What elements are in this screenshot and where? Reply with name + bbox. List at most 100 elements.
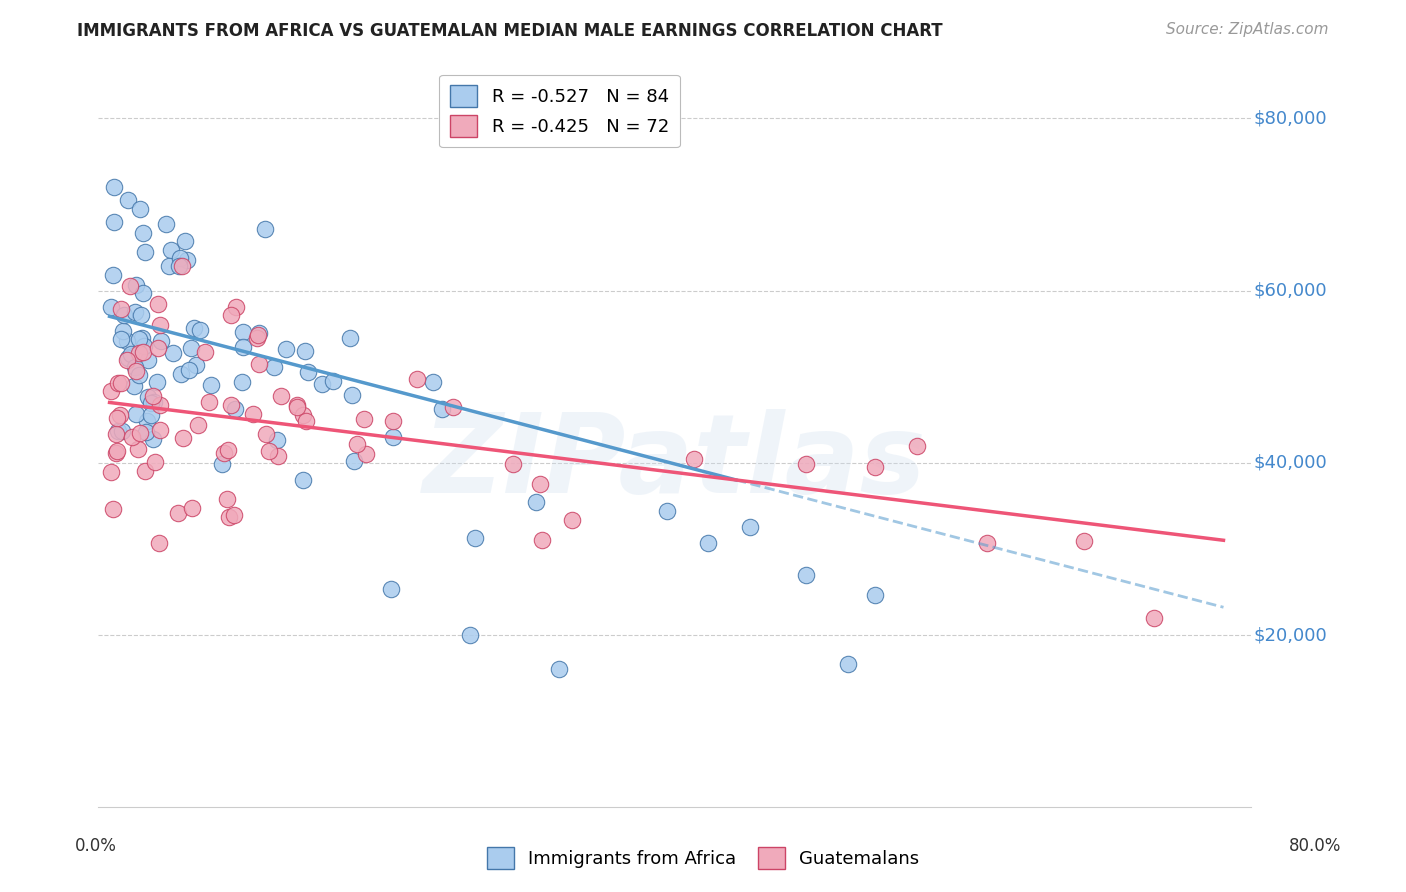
Point bbox=[655, 504, 678, 518]
Point bbox=[149, 334, 172, 349]
Point bbox=[117, 351, 139, 365]
Point bbox=[100, 384, 122, 398]
Point bbox=[146, 297, 169, 311]
Point bbox=[139, 408, 162, 422]
Point bbox=[340, 388, 363, 402]
Point bbox=[124, 359, 146, 374]
Point bbox=[103, 214, 125, 228]
Point bbox=[136, 414, 159, 428]
Point bbox=[148, 535, 170, 549]
Point bbox=[224, 402, 246, 417]
Text: $80,000: $80,000 bbox=[1254, 109, 1327, 128]
Point bbox=[561, 513, 583, 527]
Point bbox=[134, 245, 156, 260]
Point bbox=[105, 444, 128, 458]
Point bbox=[110, 332, 132, 346]
Point bbox=[112, 308, 135, 322]
Point bbox=[346, 436, 368, 450]
Point bbox=[683, 451, 706, 466]
Point bbox=[219, 398, 242, 412]
Point bbox=[104, 426, 127, 441]
Point bbox=[100, 300, 122, 314]
Point bbox=[218, 442, 240, 457]
Point bbox=[218, 510, 240, 524]
Point bbox=[311, 377, 333, 392]
Point bbox=[173, 234, 195, 248]
Point bbox=[115, 334, 138, 349]
Point bbox=[794, 457, 817, 471]
Point bbox=[142, 433, 165, 447]
Point bbox=[172, 430, 194, 444]
Text: $60,000: $60,000 bbox=[1254, 282, 1327, 300]
Point bbox=[276, 343, 298, 357]
Point bbox=[343, 453, 366, 467]
Point bbox=[132, 339, 155, 353]
Point bbox=[177, 363, 200, 377]
Point bbox=[266, 433, 288, 447]
Point bbox=[104, 446, 127, 460]
Point bbox=[136, 391, 159, 405]
Point bbox=[464, 532, 486, 546]
Point bbox=[180, 341, 202, 355]
Point bbox=[458, 628, 481, 642]
Point bbox=[132, 345, 155, 359]
Point bbox=[905, 438, 928, 452]
Text: ZIPatlas: ZIPatlas bbox=[423, 409, 927, 516]
Point bbox=[247, 326, 270, 340]
Point bbox=[146, 376, 169, 390]
Point bbox=[169, 252, 191, 266]
Point bbox=[183, 321, 205, 335]
Point bbox=[142, 395, 165, 409]
Point bbox=[381, 414, 404, 428]
Point bbox=[107, 425, 129, 439]
Point bbox=[530, 533, 553, 547]
Point bbox=[430, 401, 453, 416]
Point bbox=[120, 347, 142, 361]
Point bbox=[125, 278, 148, 293]
Point bbox=[124, 305, 146, 319]
Point bbox=[125, 363, 148, 377]
Point bbox=[322, 374, 344, 388]
Point bbox=[136, 352, 159, 367]
Point bbox=[103, 502, 125, 516]
Point bbox=[132, 226, 155, 240]
Point bbox=[524, 495, 547, 509]
Point bbox=[100, 465, 122, 479]
Point bbox=[111, 424, 134, 438]
Point bbox=[128, 333, 150, 347]
Point bbox=[117, 352, 139, 367]
Point bbox=[110, 376, 132, 391]
Point bbox=[146, 341, 169, 355]
Point bbox=[1073, 533, 1095, 548]
Point bbox=[441, 401, 464, 415]
Point bbox=[181, 500, 204, 515]
Point bbox=[162, 346, 184, 360]
Point bbox=[294, 343, 316, 358]
Point bbox=[405, 372, 427, 386]
Point bbox=[194, 345, 217, 359]
Point bbox=[135, 425, 157, 440]
Point bbox=[108, 409, 131, 423]
Point bbox=[339, 331, 361, 345]
Point bbox=[212, 446, 235, 460]
Point bbox=[188, 323, 211, 337]
Point bbox=[794, 568, 817, 582]
Point bbox=[166, 506, 188, 520]
Point bbox=[422, 375, 444, 389]
Text: 0.0%: 0.0% bbox=[75, 837, 117, 855]
Point bbox=[149, 318, 172, 332]
Point bbox=[1143, 611, 1166, 625]
Point bbox=[127, 442, 149, 457]
Point bbox=[117, 193, 139, 207]
Point bbox=[381, 430, 404, 444]
Point bbox=[225, 300, 247, 314]
Point bbox=[232, 340, 254, 354]
Text: 80.0%: 80.0% bbox=[1288, 837, 1341, 855]
Point bbox=[160, 243, 183, 257]
Point bbox=[124, 407, 146, 421]
Legend: Immigrants from Africa, Guatemalans: Immigrants from Africa, Guatemalans bbox=[479, 839, 927, 876]
Point bbox=[232, 325, 254, 339]
Point bbox=[129, 425, 152, 440]
Point bbox=[128, 346, 150, 360]
Point bbox=[231, 376, 253, 390]
